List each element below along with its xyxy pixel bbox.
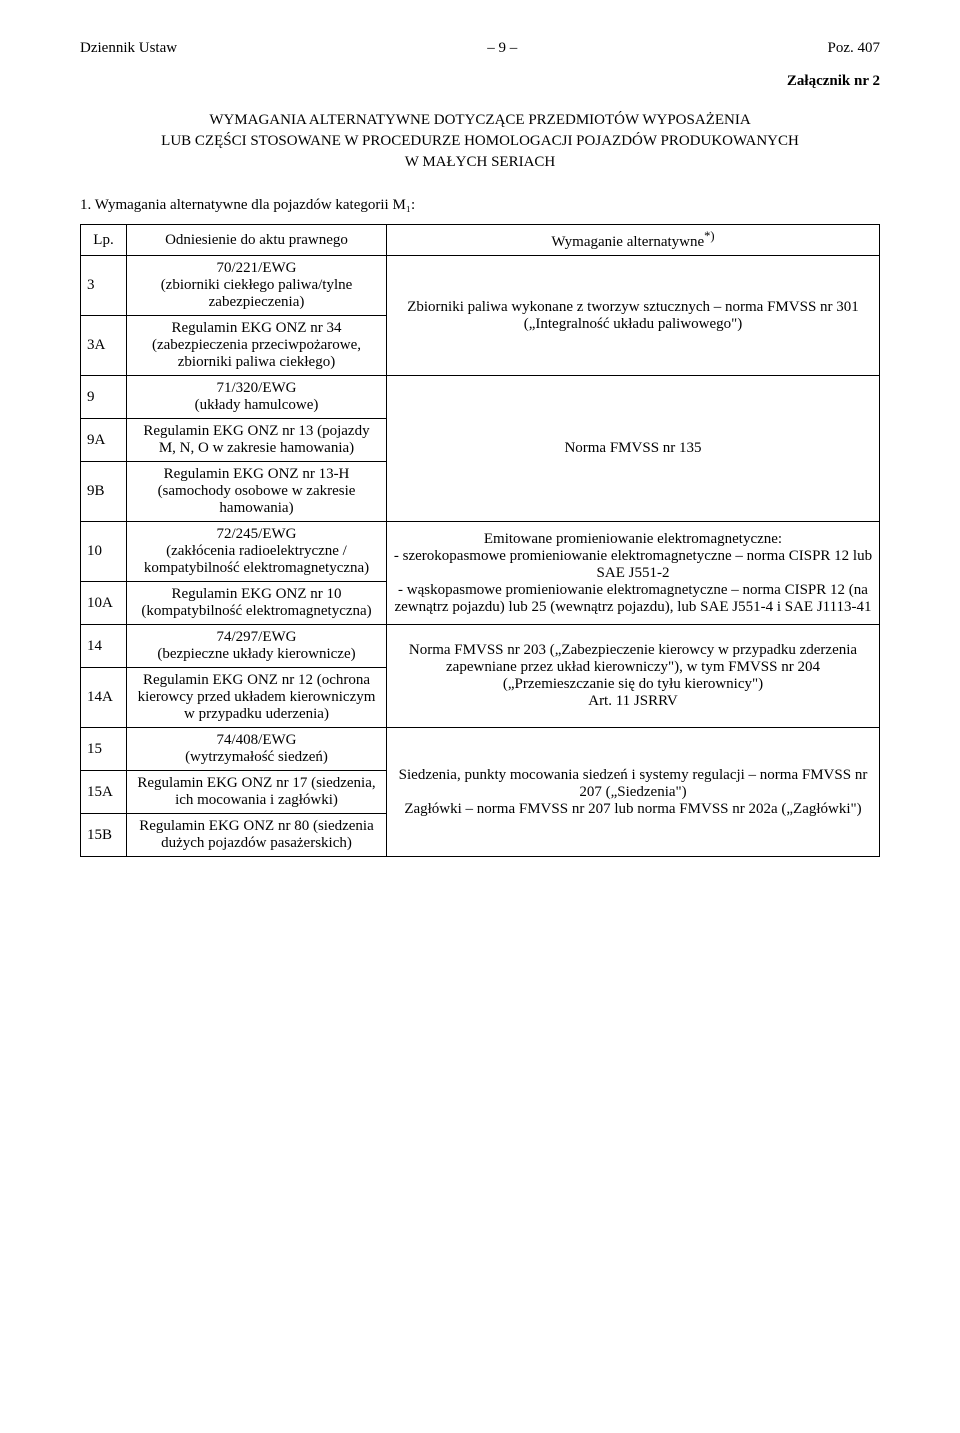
cell-ref: Regulamin EKG ONZ nr 13-H (samochody oso… [127, 462, 387, 522]
table-row: 15 74/408/EWG (wytrzymałość siedzeń) Sie… [81, 728, 880, 771]
cell-requirement: Siedzenia, punkty mocowania siedzeń i sy… [387, 728, 880, 857]
table-row: 9 71/320/EWG (układy hamulcowe) Norma FM… [81, 376, 880, 419]
attachment-label: Załącznik nr 2 [80, 73, 880, 90]
cell-ref: 72/245/EWG (zakłócenia radioelektryczne … [127, 522, 387, 582]
table-row: 3 70/221/EWG (zbiorniki ciekłego paliwa/… [81, 256, 880, 316]
cell-ref: 70/221/EWG (zbiorniki ciekłego paliwa/ty… [127, 256, 387, 316]
cell-requirement: Norma FMVSS nr 203 („Zabezpieczenie kier… [387, 625, 880, 728]
cell-lp: 10A [81, 582, 127, 625]
col-header-reference: Odniesienie do aktu prawnego [127, 225, 387, 256]
cell-ref: Regulamin EKG ONZ nr 13 (pojazdy M, N, O… [127, 419, 387, 462]
cell-ref: Regulamin EKG ONZ nr 17 (siedzenia, ich … [127, 771, 387, 814]
cell-lp: 3 [81, 256, 127, 316]
req-10-line2: - szerokopasmowe promieniowanie elektrom… [394, 548, 872, 581]
req-14-line2: Art. 11 JSRRV [588, 693, 678, 709]
cell-lp: 15A [81, 771, 127, 814]
cell-lp: 15 [81, 728, 127, 771]
cell-lp: 9A [81, 419, 127, 462]
col-header-requirement: Wymaganie alternatywne*) [387, 225, 880, 256]
document-page: Dziennik Ustaw – 9 – Poz. 407 Załącznik … [0, 0, 960, 897]
cell-requirement: Norma FMVSS nr 135 [387, 376, 880, 522]
col-header-requirement-text: Wymaganie alternatywne [551, 234, 704, 250]
cell-ref: Regulamin EKG ONZ nr 12 (ochrona kierowc… [127, 668, 387, 728]
cell-lp: 14A [81, 668, 127, 728]
cell-ref: 71/320/EWG (układy hamulcowe) [127, 376, 387, 419]
cell-ref: Regulamin EKG ONZ nr 80 (siedzenia dużyc… [127, 814, 387, 857]
req-15-line1: Siedzenia, punkty mocowania siedzeń i sy… [399, 767, 868, 800]
req-10-line1: Emitowane promieniowanie elektromagnetyc… [484, 531, 782, 547]
cell-lp: 15B [81, 814, 127, 857]
header-right: Poz. 407 [828, 40, 881, 57]
table-row: 14 74/297/EWG (bezpieczne układy kierown… [81, 625, 880, 668]
requirements-table: Lp. Odniesienie do aktu prawnego Wymagan… [80, 224, 880, 857]
cell-lp: 14 [81, 625, 127, 668]
cell-lp: 9 [81, 376, 127, 419]
table-row: 10 72/245/EWG (zakłócenia radioelektrycz… [81, 522, 880, 582]
col-header-lp: Lp. [81, 225, 127, 256]
document-title: WYMAGANIA ALTERNATYWNE DOTYCZĄCE PRZEDMI… [80, 110, 880, 173]
col-header-requirement-sup: *) [704, 229, 714, 243]
cell-ref: 74/408/EWG (wytrzymałość siedzeń) [127, 728, 387, 771]
title-line-2: LUB CZĘŚCI STOSOWANE W PROCEDURZE HOMOLO… [161, 133, 799, 149]
header-left: Dziennik Ustaw [80, 40, 177, 57]
req-10-line3: - wąskopasmowe promieniowanie elektromag… [394, 582, 871, 615]
cell-lp: 3A [81, 316, 127, 376]
cell-requirement: Zbiorniki paliwa wykonane z tworzyw sztu… [387, 256, 880, 376]
title-line-3: W MAŁYCH SERIACH [405, 154, 556, 170]
page-header: Dziennik Ustaw – 9 – Poz. 407 [80, 40, 880, 57]
section-1-heading: 1. Wymagania alternatywne dla pojazdów k… [80, 197, 880, 214]
cell-requirement: Emitowane promieniowanie elektromagnetyc… [387, 522, 880, 625]
req-14-line1: Norma FMVSS nr 203 („Zabezpieczenie kier… [409, 642, 857, 692]
header-center: – 9 – [487, 40, 517, 57]
cell-lp: 9B [81, 462, 127, 522]
cell-ref: Regulamin EKG ONZ nr 10 (kompatybilność … [127, 582, 387, 625]
cell-lp: 10 [81, 522, 127, 582]
table-header-row: Lp. Odniesienie do aktu prawnego Wymagan… [81, 225, 880, 256]
req-15-line2: Zagłówki – norma FMVSS nr 207 lub norma … [404, 801, 861, 817]
cell-ref: 74/297/EWG (bezpieczne układy kierownicz… [127, 625, 387, 668]
title-line-1: WYMAGANIA ALTERNATYWNE DOTYCZĄCE PRZEDMI… [209, 112, 750, 128]
cell-ref: Regulamin EKG ONZ nr 34 (zabezpieczenia … [127, 316, 387, 376]
